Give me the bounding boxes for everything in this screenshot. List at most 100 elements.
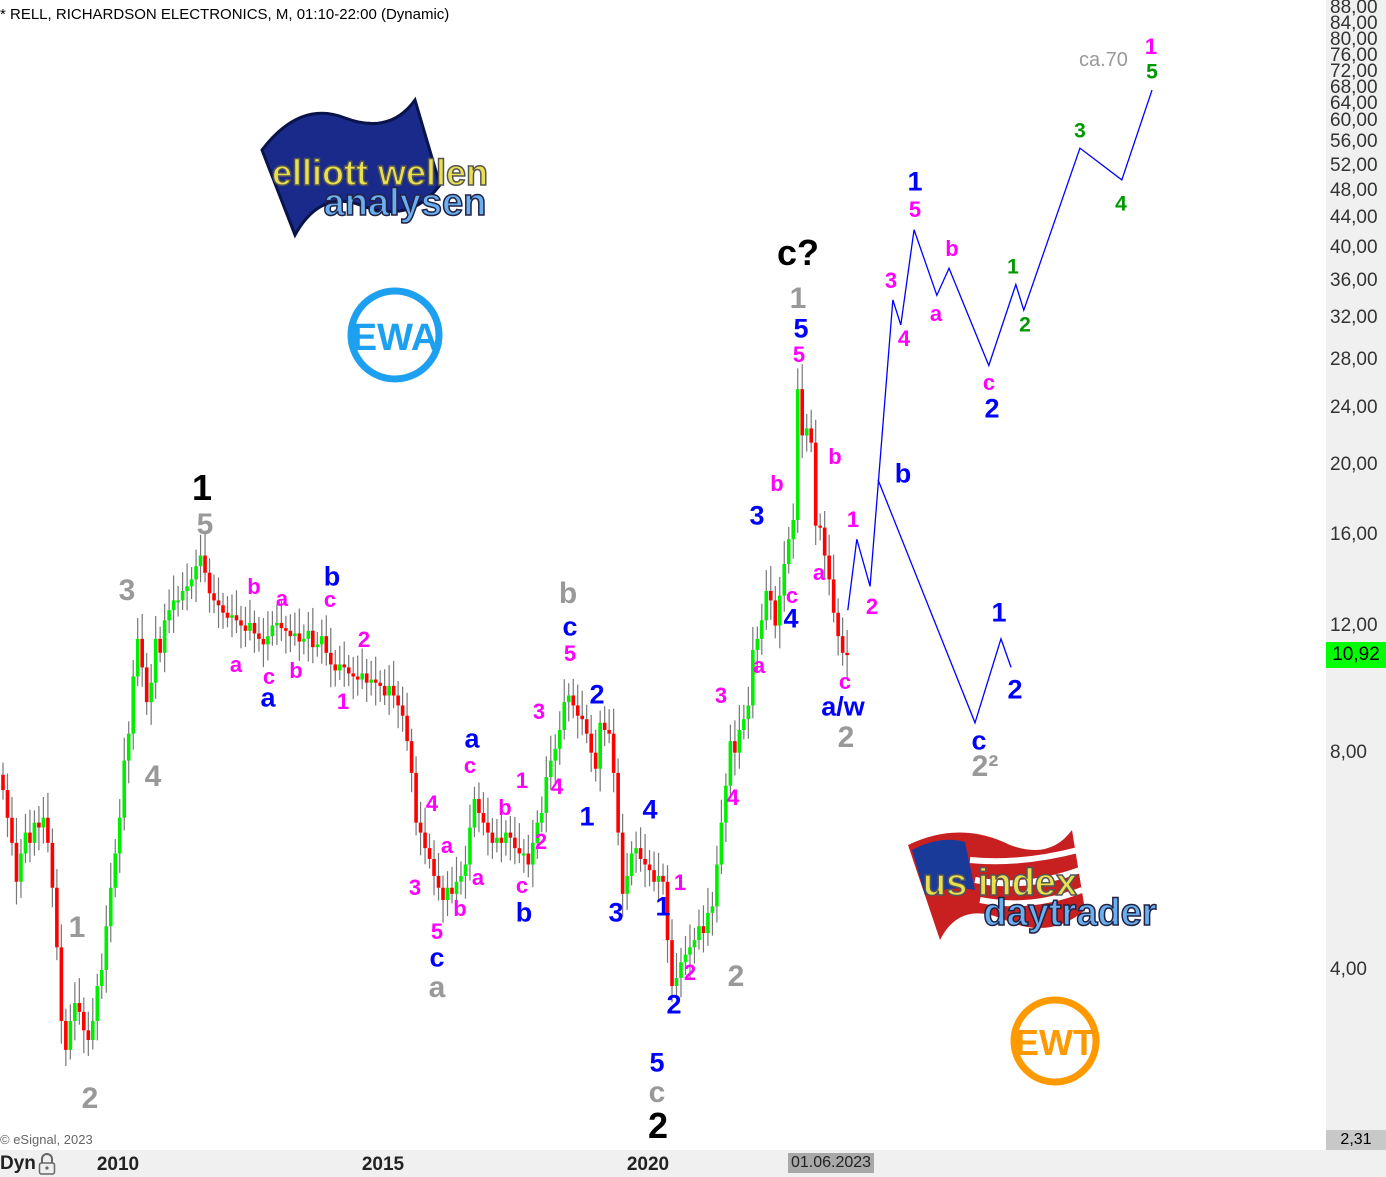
candle-up (625, 875, 629, 894)
wave-label-magenta: 4 (550, 774, 564, 799)
wave-label-magenta: b (289, 658, 303, 683)
candle-up (760, 620, 764, 639)
candle-up (41, 817, 46, 828)
y-tick-label: 52,00 (1330, 154, 1378, 176)
wave-label-gray: 1 (789, 282, 807, 315)
wave-label-magenta: 3 (408, 875, 422, 900)
candle-down (652, 870, 656, 882)
wave-label-magenta: c (262, 664, 276, 689)
wave-label-magenta: 1 (336, 689, 350, 714)
candle-up (319, 636, 324, 645)
candle-down (225, 612, 230, 618)
candle-down (239, 620, 243, 626)
candle-down (486, 822, 490, 833)
wave-label-magenta: b (945, 236, 959, 261)
candle-up (548, 760, 553, 778)
y-tick-label: 16,00 (1330, 524, 1378, 546)
candle-up (198, 555, 203, 567)
y-tick-label: 76,00 (1330, 45, 1378, 66)
y-tick-label: 24,00 (1330, 397, 1378, 419)
wave-label-gray: 2 (837, 721, 855, 754)
candle-down (59, 947, 64, 1021)
wave-label-magenta: a (812, 560, 826, 585)
candle-down (257, 633, 261, 639)
candle-down (328, 652, 333, 665)
y-tick-label: 56,00 (1330, 131, 1378, 153)
candle-up (737, 729, 742, 753)
candle-down (288, 630, 293, 637)
candle-up (126, 733, 131, 761)
wave-label-magenta: 3 (884, 268, 898, 293)
svg-text:daytrader: daytrader (983, 892, 1156, 934)
time-axis[interactable]: Dyn 01.06.2023 2010 2015 2020 (0, 1150, 1386, 1177)
wave-label-magenta: 2 (683, 960, 697, 985)
candle-down (221, 605, 225, 613)
candle-up (692, 940, 697, 948)
candle-down (158, 638, 162, 653)
wave-label-gray: 3 (118, 574, 136, 607)
wave-label-magenta: a (929, 301, 943, 326)
candle-down (845, 652, 849, 656)
candle-down (418, 822, 423, 833)
lock-icon[interactable] (37, 1152, 57, 1176)
candle-down (647, 864, 652, 871)
candle-down (77, 1003, 82, 1012)
candle-down (508, 832, 513, 838)
candle-down (611, 733, 616, 773)
wave-label-magenta: 5 (908, 197, 922, 222)
projection-lines (847, 89, 1153, 725)
candle-down (607, 729, 611, 734)
candle-up (189, 579, 194, 587)
price-axis[interactable]: 88,00 84,00 80,00 76,00 72,00 68,00 64,00 60,00… (1326, 0, 1386, 1150)
candle-up (135, 638, 140, 677)
candle-down (616, 772, 620, 833)
wave-label-gray: a (428, 971, 446, 1004)
candle-up (742, 719, 746, 730)
candle-down (670, 940, 674, 987)
candle-down (346, 667, 351, 674)
candle-up (634, 848, 638, 854)
candle-down (580, 715, 585, 720)
candle-up (19, 853, 23, 882)
wave-label-magenta: 1 (673, 870, 687, 895)
candle-up (728, 741, 733, 786)
wave-label-magenta: b (498, 795, 512, 820)
price-chart[interactable]: elliott wellen analysen EWA us index day… (0, 0, 1326, 1150)
wave-label-magenta: 4 (897, 326, 911, 351)
candle-up (176, 600, 180, 603)
candle-down (279, 622, 284, 629)
candle-up (562, 702, 567, 730)
svg-text:EWT: EWT (1015, 1022, 1095, 1063)
y-tick-label: 60,00 (1330, 109, 1378, 131)
candle-up (656, 875, 661, 882)
candle-up (629, 853, 634, 876)
candle-down (55, 887, 59, 948)
svg-text:us index: us index (923, 862, 1077, 904)
candle-up (91, 1020, 95, 1040)
candle-up (275, 622, 279, 626)
wave-label-magenta: b (770, 471, 784, 496)
wave-label-green: 4 (1115, 192, 1127, 216)
candle-up (117, 817, 122, 854)
candle-up (540, 812, 544, 823)
candle-up (786, 539, 791, 565)
candle-up (804, 428, 809, 436)
wave-label-blue: a/w (821, 691, 865, 722)
candle-up (459, 875, 463, 882)
wave-label-magenta: a (752, 653, 766, 678)
y-tick-label: 72,00 (1330, 61, 1378, 82)
wave-label-blue: b (515, 897, 533, 928)
candle-up (795, 389, 800, 521)
candle-up (108, 887, 113, 927)
candle-down (499, 837, 504, 843)
x-tick-label: 2020 (626, 1154, 670, 1175)
candle-down (773, 600, 778, 626)
y-tick-label: 36,00 (1330, 270, 1378, 292)
wave-label-blue: 1 (655, 891, 671, 922)
wave-label-gray: 2² (971, 750, 999, 783)
candle-down (768, 590, 773, 601)
y-tick-label: 84,00 (1330, 13, 1378, 34)
candle-up (495, 837, 499, 843)
wave-label-blue: 3 (749, 500, 765, 531)
candle-down (490, 832, 495, 843)
